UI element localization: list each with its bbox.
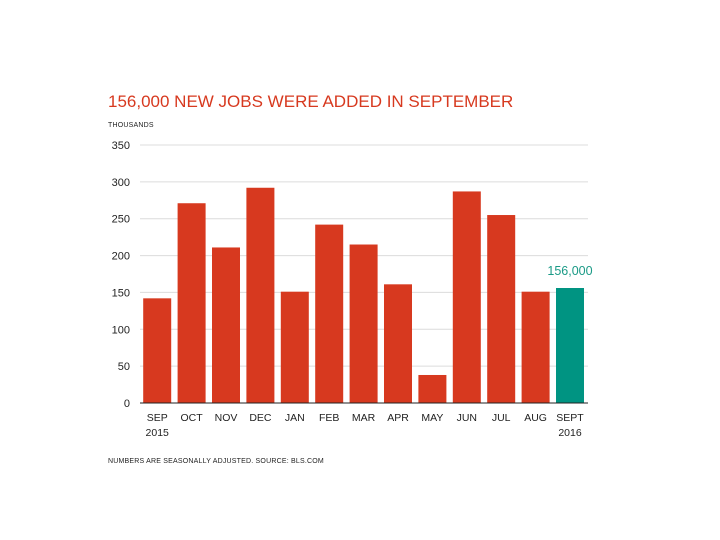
footnote: NUMBERS ARE SEASONALLY ADJUSTED. SOURCE:… [108,458,324,465]
bars [143,187,584,403]
x-tick-label: JAN [285,412,305,424]
bar-jun [452,191,481,403]
x-axis-labels: SEP 2015 OCT NOV DEC JAN FEB MAR APR MAY JUN JUL AUG… [146,412,585,439]
y-tick-label: 50 [118,361,130,373]
x-tick-label: SEPT [556,412,584,424]
x-tick-sublabel: 2015 [146,427,170,439]
x-tick-label: DEC [249,412,272,424]
y-tick-label: 250 [112,214,130,226]
bar-dec [246,187,275,403]
y-tick-label: 200 [112,251,130,263]
y-axis-ticks: 0 50 100 150 200 250 300 350 [112,140,130,410]
highlight-annotation: 156,000 [547,264,592,278]
x-tick-label: FEB [319,412,339,424]
x-tick-label: SEP [147,412,168,424]
x-tick-label: OCT [181,412,204,424]
bar-jul [487,215,516,403]
x-tick-label: JUN [457,412,477,424]
bar-apr [384,284,412,403]
y-tick-label: 350 [112,140,130,152]
bar-sept [556,288,584,403]
y-axis-label: THOUSANDS [108,122,154,129]
x-tick-label: MAR [352,412,376,424]
bar-mar [349,244,378,403]
x-tick-label: MAY [421,412,443,424]
x-tick-label: APR [387,412,409,424]
y-tick-label: 150 [112,287,130,299]
x-tick-label: AUG [524,412,547,424]
x-tick-label: NOV [215,412,238,424]
bar-nov [212,247,240,403]
bar-may [418,374,447,403]
y-tick-label: 0 [124,398,130,410]
y-tick-label: 100 [112,324,130,336]
bar-feb [315,224,344,403]
x-tick-label: JUL [492,412,511,424]
bar-aug [521,291,550,403]
chart-title: 156,000 NEW JOBS WERE ADDED IN SEPTEMBER [108,92,513,111]
x-tick-sublabel: 2016 [558,427,582,439]
bar-sep [143,298,172,403]
bar-jan [280,291,309,403]
y-tick-label: 300 [112,177,130,189]
bar-oct [177,203,206,403]
